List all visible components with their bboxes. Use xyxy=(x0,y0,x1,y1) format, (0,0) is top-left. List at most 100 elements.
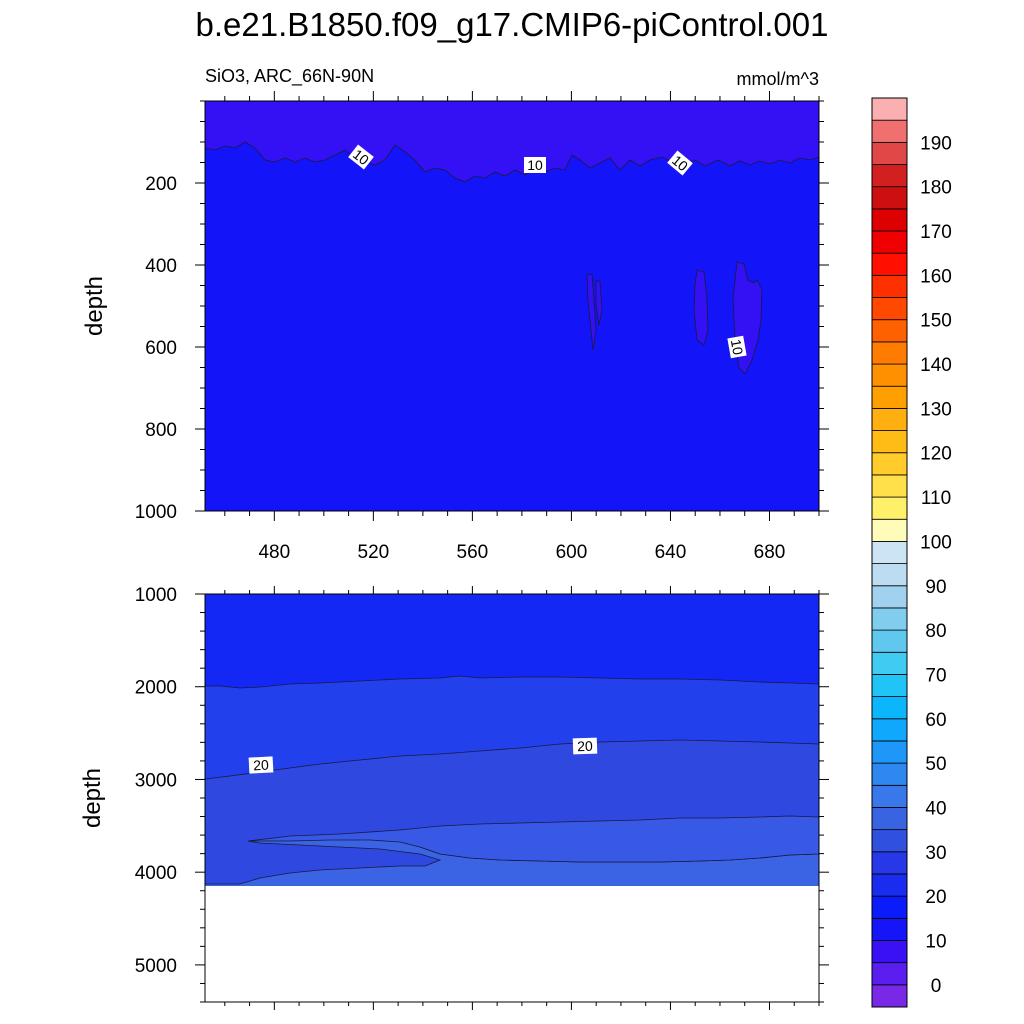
lower-fill-level-1 xyxy=(205,594,819,689)
upper-fill-surface-band xyxy=(205,101,819,183)
colorbar-swatch xyxy=(871,940,908,964)
colorbar-swatch xyxy=(871,518,908,542)
colorbar-swatch xyxy=(871,762,908,786)
upper-contour-label-1: 10 xyxy=(348,144,374,170)
contour-label-text: 20 xyxy=(577,738,593,755)
colorbar-swatch xyxy=(871,740,908,764)
colorbar-tick-label: 110 xyxy=(921,488,951,509)
colorbar-tick-label: 180 xyxy=(920,178,952,199)
upper-plot-area xyxy=(205,101,819,511)
lower-axes: 1000 2000 3000 4000 5000 xyxy=(135,585,829,1010)
colorbar-swatch xyxy=(871,696,908,720)
colorbar-swatch xyxy=(871,962,908,986)
colorbar-swatch xyxy=(871,607,908,631)
colorbar-swatch xyxy=(871,252,908,276)
colorbar-swatch xyxy=(871,97,908,121)
upper-fill-patch-b xyxy=(595,279,603,326)
y-tick-label: 800 xyxy=(145,420,177,441)
y-tick-label: 4000 xyxy=(135,863,177,884)
colorbar-tick-label: 130 xyxy=(920,399,952,420)
y-tick-label: 3000 xyxy=(135,770,177,791)
lower-y-axis-label: depth xyxy=(79,768,106,828)
colorbar-swatch xyxy=(871,829,908,853)
contour-label-text: 10 xyxy=(728,338,746,356)
colorbar-tick-label: 50 xyxy=(925,754,946,775)
colorbar-tick-label: 120 xyxy=(920,444,952,465)
y-tick-label: 600 xyxy=(145,338,177,359)
colorbar-tick-label: 80 xyxy=(925,621,946,642)
colorbar-swatch xyxy=(871,274,908,298)
colorbar-swatch xyxy=(871,585,908,609)
colorbar-swatch xyxy=(871,563,908,587)
colorbar-swatch xyxy=(871,430,908,454)
colorbar-tick-label: 170 xyxy=(920,222,952,243)
colorbar-tick-label: 20 xyxy=(925,887,946,908)
colorbar-swatch xyxy=(871,363,908,387)
upper-fill-patch-c xyxy=(693,269,709,346)
colorbar-tick-label: 150 xyxy=(920,311,952,332)
contour-label-text: 20 xyxy=(253,757,270,774)
upper-contour-label-2: 10 xyxy=(524,157,546,173)
chart-subtitle-units: mmol/m^3 xyxy=(737,69,819,89)
colorbar-swatch xyxy=(871,319,908,343)
y-tick-label: 1000 xyxy=(135,585,177,606)
lower-panel: 1000 2000 3000 4000 5000 20 20 depth xyxy=(79,585,829,1010)
colorbar-tick-label: 190 xyxy=(920,133,952,154)
colorbar-swatch xyxy=(871,917,908,941)
chart-title: b.e21.B1850.f09_g17.CMIP6-piControl.001 xyxy=(196,6,829,43)
x-tick-label: 520 xyxy=(358,542,390,563)
x-tick-label: 480 xyxy=(258,542,290,563)
upper-fill-patch-a xyxy=(586,273,597,351)
colorbar-swatch xyxy=(871,208,908,232)
colorbar-swatch xyxy=(871,895,908,919)
y-tick-label: 200 xyxy=(145,174,177,195)
colorbar-tick-label: 140 xyxy=(920,355,952,376)
y-tick-label: 2000 xyxy=(135,678,177,699)
colorbar-swatch xyxy=(871,141,908,165)
colorbar-swatch xyxy=(871,119,908,143)
colorbar-swatch xyxy=(871,186,908,210)
colorbar-swatch xyxy=(871,784,908,808)
y-tick-label: 400 xyxy=(145,256,177,277)
x-tick-label: 600 xyxy=(556,542,588,563)
colorbar-swatch xyxy=(871,541,908,564)
colorbar-swatch xyxy=(871,674,908,698)
lower-plot-area xyxy=(205,594,819,1002)
lower-contour-label-1: 20 xyxy=(248,756,274,774)
colorbar-tick-label: 40 xyxy=(925,798,946,819)
contour-label-text: 10 xyxy=(527,157,543,173)
colorbar-swatch xyxy=(871,341,908,365)
colorbar-swatch xyxy=(871,385,908,409)
colorbar-tick-label: 60 xyxy=(925,710,946,731)
upper-contour-label-4: 10 xyxy=(727,335,747,359)
colorbar-swatch xyxy=(871,873,908,897)
x-tick-label: 640 xyxy=(655,542,687,563)
colorbar-tick-label: 160 xyxy=(920,266,952,287)
colorbar-swatch xyxy=(871,851,908,875)
colorbar-frame xyxy=(871,97,908,1008)
colorbar-swatch xyxy=(871,452,908,476)
lower-contour-label-2: 20 xyxy=(572,737,598,755)
colorbar-swatch xyxy=(871,164,908,188)
chart-subtitle-variable: SiO3, ARC_66N-90N xyxy=(205,66,374,87)
upper-axes: 480 520 560 600 640 680 200 400 600 800 1000 xyxy=(135,91,829,563)
x-tick-label: 560 xyxy=(457,542,489,563)
colorbar: 0 10 20 30 40 50 60 70 80 90 100 110 120 130 140 150 160… xyxy=(871,97,952,1008)
lower-fill-level-3 xyxy=(247,815,819,863)
colorbar-tick-label: 0 xyxy=(931,976,942,997)
colorbar-swatch xyxy=(871,407,908,431)
colorbar-swatch xyxy=(871,496,908,520)
colorbar-swatch xyxy=(871,984,908,1008)
colorbar-swatch xyxy=(871,807,908,831)
colorbar-tick-label: 100 xyxy=(920,532,952,553)
colorbar-tick-label: 30 xyxy=(925,843,946,864)
colorbar-swatch xyxy=(871,629,908,653)
colorbar-swatch xyxy=(871,297,908,321)
x-tick-label: 680 xyxy=(754,542,786,563)
upper-contour-label-3: 10 xyxy=(667,150,693,176)
colorbar-tick-label: 70 xyxy=(925,665,946,686)
lower-no-data xyxy=(205,886,819,1002)
colorbar-swatch xyxy=(871,474,908,498)
colorbar-swatch xyxy=(871,651,908,675)
